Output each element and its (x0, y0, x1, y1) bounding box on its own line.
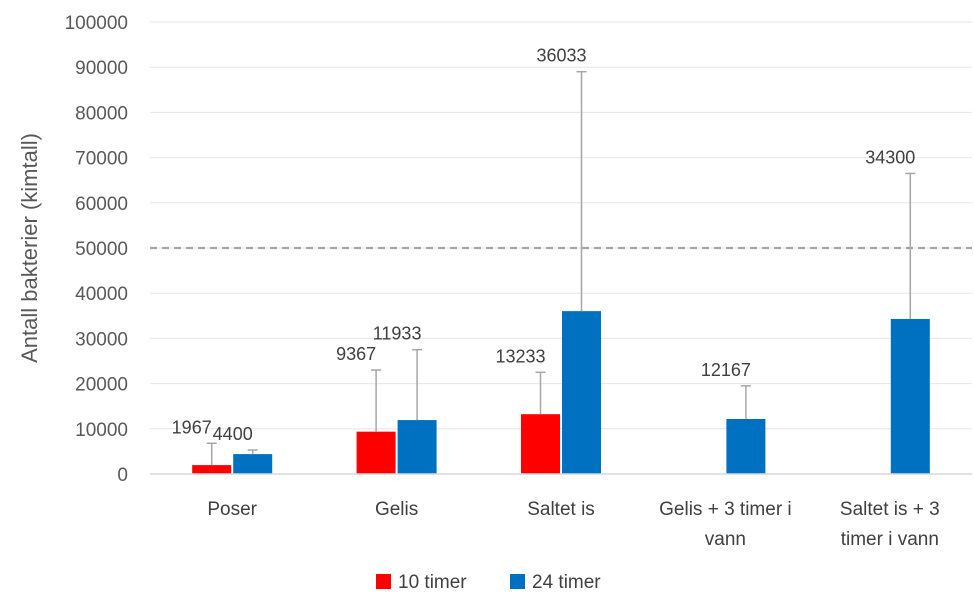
y-tick-label: 10000 (75, 420, 128, 441)
y-tick-label: 80000 (75, 103, 128, 124)
x-tick-label: Gelis (375, 499, 418, 520)
x-tick-label: vann (705, 529, 746, 550)
y-tick-label: 30000 (75, 329, 128, 350)
data-label: 4400 (213, 424, 253, 444)
data-label: 12167 (701, 360, 751, 380)
bar (233, 454, 273, 474)
y-axis-ticks: 0 10000 20000 30000 40000 50000 60000 70000 8000… (65, 13, 128, 486)
y-tick-label: 50000 (75, 239, 128, 260)
y-tick-label: 20000 (75, 375, 128, 396)
bar (356, 431, 396, 474)
y-tick-label: 70000 (75, 149, 128, 170)
bar (726, 419, 766, 474)
data-label: 13233 (495, 346, 545, 366)
x-axis-labels: Poser Gelis Saltet is Gelis + 3 timer i vann… (207, 499, 939, 550)
y-tick-label: 60000 (75, 194, 128, 215)
bar (521, 414, 560, 474)
legend-swatch (376, 574, 391, 589)
bar (192, 465, 232, 474)
data-label: 34300 (865, 147, 915, 167)
x-tick-label: Saltet is + 3 (840, 499, 940, 520)
bar (562, 311, 601, 474)
bars (192, 311, 930, 474)
data-label: 1967 (172, 417, 212, 437)
x-tick-label: timer i vann (841, 529, 939, 550)
y-tick-label: 90000 (75, 58, 128, 79)
y-tick-label: 100000 (65, 13, 128, 34)
legend-label: 24 timer (532, 572, 601, 593)
legend: 10 timer 24 timer (376, 572, 601, 593)
y-tick-label: 40000 (75, 284, 128, 305)
legend-swatch (510, 574, 525, 589)
legend-label: 10 timer (398, 572, 467, 593)
data-label: 9367 (336, 344, 376, 364)
x-tick-label: Saltet is (527, 499, 595, 520)
bar (397, 420, 437, 474)
bar (890, 318, 930, 474)
x-tick-label: Poser (207, 499, 257, 520)
y-axis-title: Antall bakterier (kimtall) (17, 133, 42, 363)
data-label: 11933 (373, 324, 422, 344)
error-bars (206, 70, 916, 466)
grid-lines (150, 21, 972, 430)
data-label: 36033 (536, 46, 586, 66)
y-tick-label: 0 (117, 465, 128, 486)
x-tick-label: Gelis + 3 timer i (659, 499, 792, 520)
